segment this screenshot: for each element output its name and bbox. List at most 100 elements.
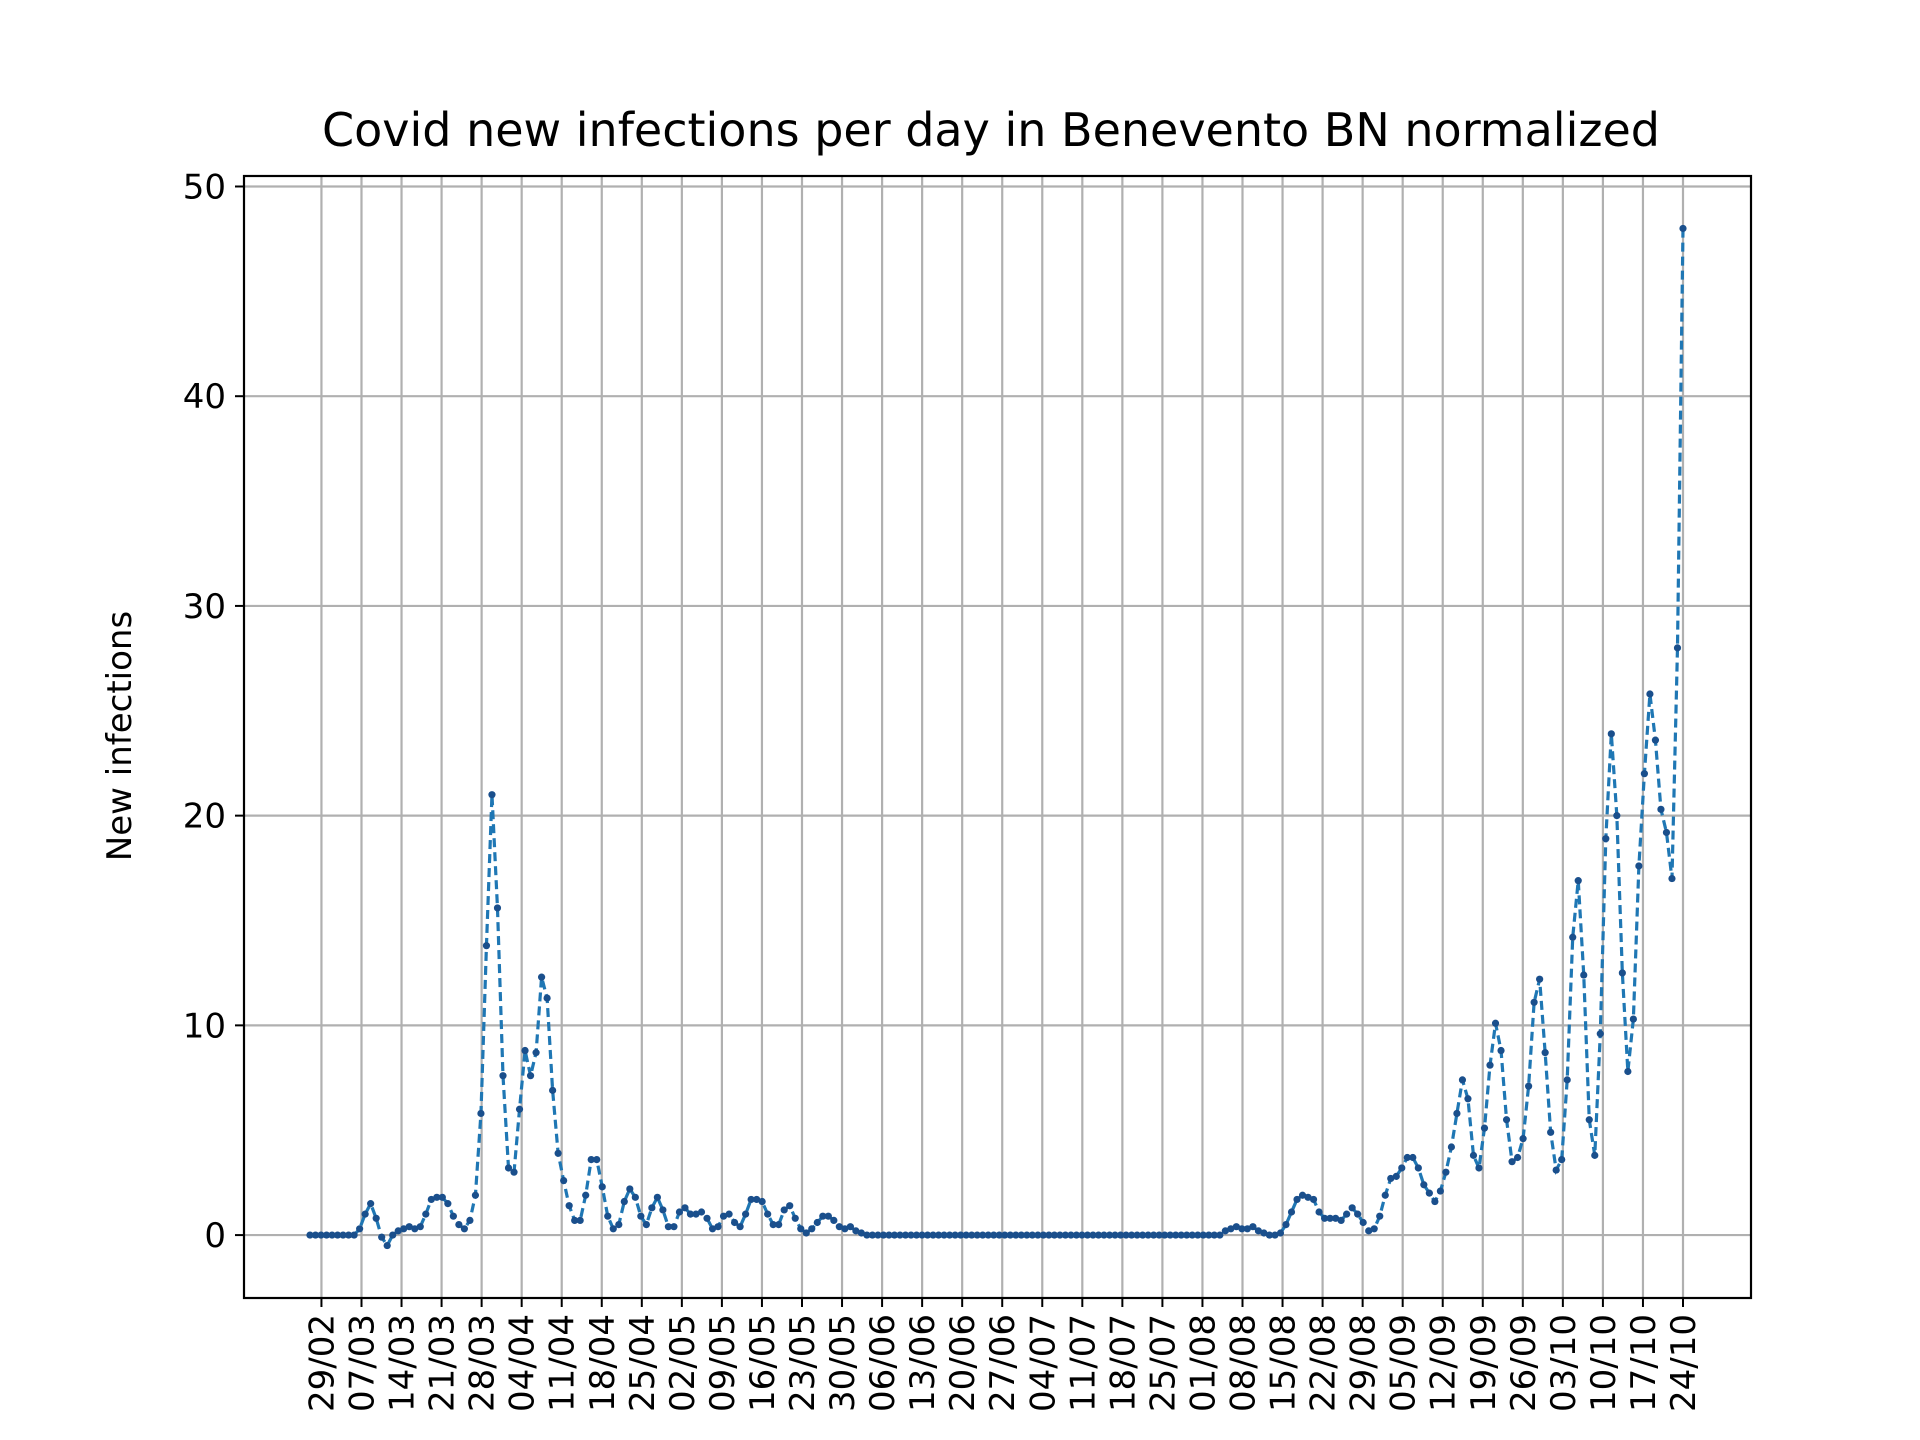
- x-tick-label: 03/10: [1544, 1314, 1584, 1412]
- data-point: [1541, 1049, 1549, 1057]
- data-point: [984, 1231, 992, 1239]
- data-point: [427, 1195, 435, 1204]
- x-tick-label: 04/07: [1023, 1314, 1063, 1412]
- x-tick-label: 25/07: [1143, 1314, 1183, 1412]
- data-point: [493, 904, 502, 912]
- data-point: [1563, 1076, 1571, 1084]
- data-point: [565, 1202, 573, 1210]
- data-point: [405, 1223, 413, 1231]
- data-point: [1591, 1151, 1599, 1159]
- x-tick-label: 21/03: [423, 1314, 463, 1412]
- data-point: [477, 1109, 485, 1118]
- data-point: [1144, 1231, 1152, 1239]
- data-point: [1613, 812, 1621, 820]
- data-point: [747, 1195, 755, 1204]
- data-point: [1458, 1076, 1467, 1084]
- data-point: [753, 1195, 761, 1204]
- data-point: [339, 1231, 347, 1239]
- data-point: [846, 1223, 854, 1231]
- data-point: [422, 1210, 430, 1218]
- data-point: [1536, 975, 1544, 983]
- data-point: [1166, 1231, 1174, 1239]
- data-point: [1387, 1174, 1395, 1183]
- data-point: [394, 1227, 402, 1235]
- data-point: [1480, 1124, 1489, 1132]
- data-point: [979, 1231, 987, 1239]
- x-tick-label: 23/05: [783, 1314, 823, 1412]
- data-point: [714, 1223, 722, 1231]
- data-point: [863, 1231, 871, 1239]
- data-point: [593, 1155, 601, 1164]
- y-tick-label: 30: [183, 587, 226, 627]
- data-point: [1194, 1231, 1202, 1239]
- data-point: [1332, 1214, 1340, 1222]
- data-point: [350, 1231, 358, 1239]
- x-tick-label: 27/06: [983, 1314, 1023, 1412]
- data-point: [1662, 828, 1671, 837]
- data-point: [719, 1212, 728, 1220]
- y-tick-label: 10: [183, 1006, 226, 1046]
- data-point: [537, 973, 546, 981]
- data-point: [609, 1225, 617, 1233]
- data-point: [896, 1231, 904, 1239]
- data-point: [1607, 730, 1615, 738]
- data-point: [692, 1210, 700, 1218]
- data-point: [1122, 1231, 1130, 1239]
- data-point: [786, 1202, 794, 1210]
- data-point: [466, 1216, 474, 1224]
- data-point: [1155, 1231, 1163, 1239]
- data-point: [1017, 1231, 1025, 1239]
- data-point: [1078, 1231, 1086, 1239]
- data-point: [378, 1233, 386, 1241]
- data-point: [543, 994, 551, 1002]
- data-point: [1309, 1195, 1318, 1204]
- data-point: [1640, 770, 1648, 778]
- data-point: [626, 1185, 634, 1193]
- data-point: [1183, 1231, 1191, 1239]
- x-tick-label: 29/02: [302, 1314, 342, 1412]
- data-point: [1464, 1095, 1472, 1103]
- data-point: [383, 1241, 391, 1250]
- data-point: [951, 1231, 959, 1239]
- x-tick-label: 11/04: [543, 1314, 583, 1412]
- data-point: [345, 1231, 353, 1239]
- data-point: [830, 1216, 838, 1224]
- data-point: [1442, 1168, 1450, 1176]
- data-point: [1348, 1204, 1356, 1212]
- data-point: [802, 1229, 810, 1237]
- data-point: [642, 1221, 650, 1229]
- data-point: [1216, 1231, 1224, 1239]
- x-tick-label: 30/05: [823, 1314, 863, 1412]
- data-point: [653, 1193, 661, 1201]
- data-point: [1287, 1208, 1296, 1216]
- data-point: [455, 1221, 463, 1229]
- data-point: [1629, 1015, 1637, 1023]
- data-point: [1679, 224, 1687, 233]
- data-point: [1651, 736, 1660, 744]
- data-point: [912, 1231, 921, 1239]
- data-point: [1618, 969, 1626, 977]
- data-point: [1227, 1225, 1235, 1233]
- data-point: [758, 1197, 766, 1206]
- data-point: [1624, 1067, 1632, 1076]
- data-point: [929, 1231, 937, 1239]
- data-point: [946, 1231, 954, 1239]
- data-point: [411, 1225, 419, 1233]
- data-point: [1177, 1231, 1185, 1239]
- data-point: [1293, 1195, 1301, 1204]
- data-point: [791, 1214, 799, 1222]
- data-point: [868, 1231, 877, 1239]
- data-point: [1502, 1116, 1511, 1124]
- data-point: [361, 1210, 369, 1218]
- data-point: [306, 1231, 314, 1239]
- data-point: [526, 1072, 535, 1080]
- data-point: [1365, 1227, 1373, 1235]
- data-point: [1469, 1151, 1478, 1159]
- data-point: [995, 1231, 1003, 1239]
- data-point: [576, 1216, 584, 1224]
- data-point: [1249, 1223, 1257, 1231]
- data-point: [400, 1225, 408, 1233]
- data-point: [488, 791, 496, 799]
- data-point: [1221, 1227, 1229, 1235]
- data-point: [907, 1231, 915, 1239]
